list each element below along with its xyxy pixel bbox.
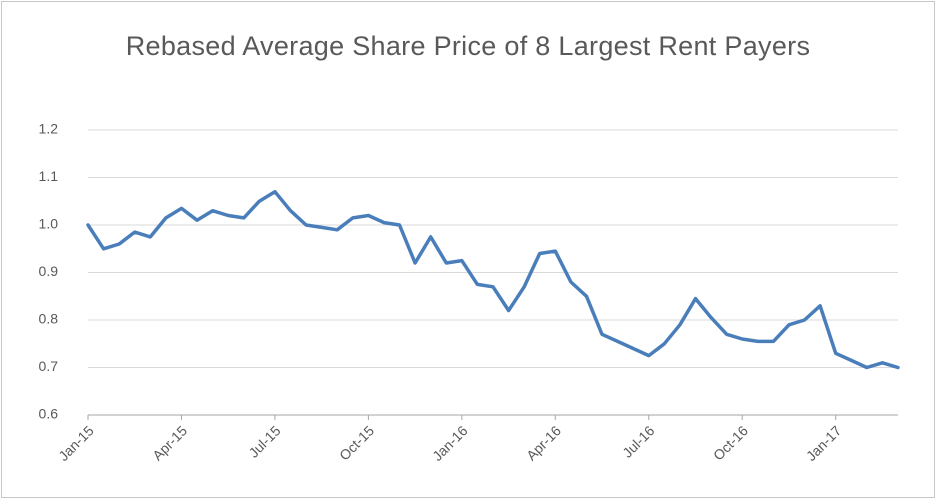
chart-title: Rebased Average Share Price of 8 Largest… — [125, 31, 811, 61]
x-tick-label: Jan-17 — [803, 422, 845, 464]
y-tick-label: 1.1 — [39, 168, 59, 184]
data-line — [86, 189, 900, 370]
x-tick-label: Oct-16 — [710, 422, 751, 463]
x-tick-label: Apr-16 — [523, 422, 564, 463]
y-tick-label: 1.0 — [39, 216, 59, 232]
x-tick-label: Jan-15 — [55, 422, 97, 464]
x-tick-label: Oct-15 — [336, 422, 377, 463]
x-tick-label: Jul-16 — [619, 422, 657, 460]
y-tick-label: 0.6 — [39, 406, 59, 422]
x-tick-label: Jul-15 — [245, 422, 283, 460]
x-tick-label: Apr-15 — [149, 422, 190, 463]
y-tick-label: 0.8 — [39, 311, 59, 327]
y-tick-label: 1.2 — [39, 121, 59, 137]
y-tick-label: 0.7 — [39, 358, 59, 374]
x-tick-label: Jan-16 — [429, 422, 471, 464]
y-tick-label: 0.9 — [39, 263, 59, 279]
